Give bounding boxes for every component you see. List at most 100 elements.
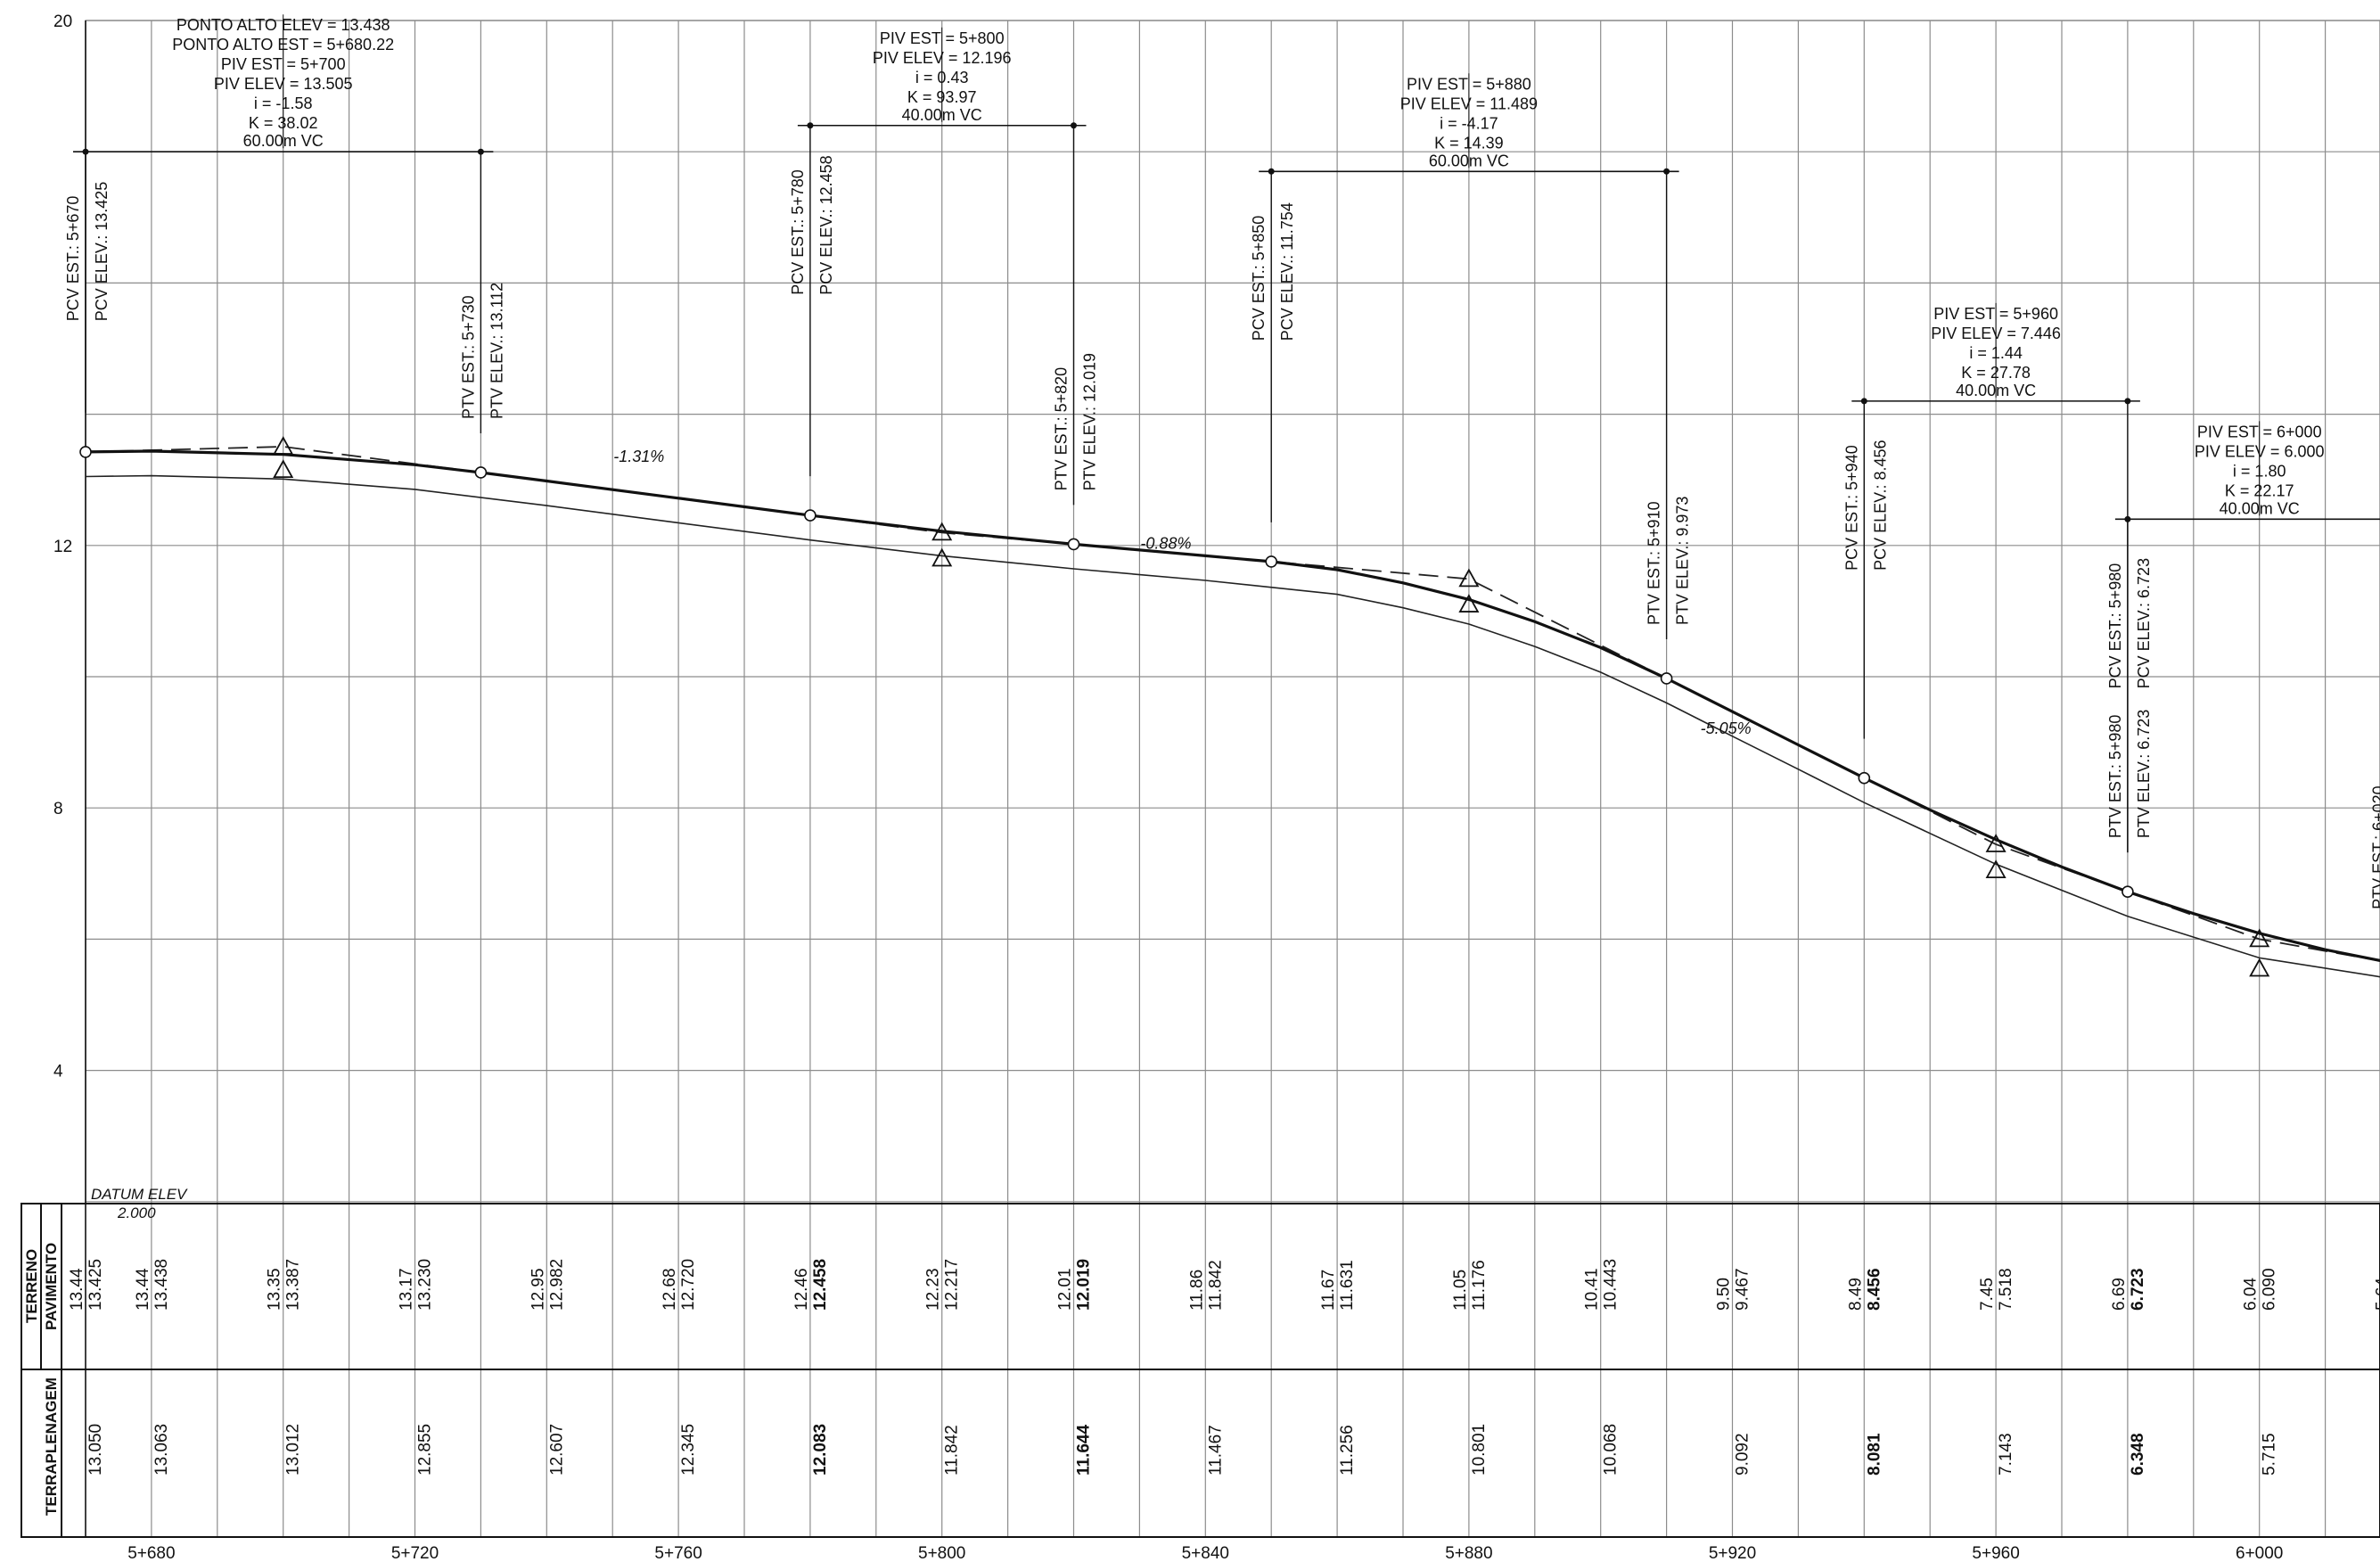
curve-parameter-text: PIV EST = 5+800 <box>880 29 1005 47</box>
pavement-profile-line <box>85 449 2380 963</box>
pcv-elevation-label: PCV ELEV.: 13.425 <box>93 182 111 321</box>
terreno-value: 9.50 <box>1715 1278 1734 1311</box>
piv-ground-marker <box>1985 859 2007 879</box>
curve-parameter-text: PIV ELEV = 6.000 <box>2195 442 2325 460</box>
pavimento-value: 11.176 <box>1470 1260 1489 1311</box>
station-tick-label: 5+760 <box>654 1544 702 1562</box>
terreno-value: 13.17 <box>398 1268 416 1311</box>
piv-marker <box>1985 834 2007 852</box>
piv-marker <box>2249 928 2270 948</box>
station-tick-label: 5+800 <box>918 1544 965 1562</box>
curve-parameter-text: PIV ELEV = 12.196 <box>873 49 1012 67</box>
terraplenagem-value: 10.801 <box>1470 1424 1489 1476</box>
pavimento-value: 7.518 <box>1997 1268 2015 1311</box>
station-tick-label: 5+960 <box>1972 1544 2019 1562</box>
pavimento-value: 12.458 <box>811 1259 830 1311</box>
curve-parameter-text: PIV EST = 5+880 <box>1407 75 1531 93</box>
terraplenagem-value: 7.143 <box>1997 1433 2015 1476</box>
piv-ground-marker <box>931 547 953 567</box>
ptv-elevation-label: PTV ELEV.: 6.723 <box>2135 710 2153 838</box>
vc-length-label: 40.00m VC <box>2220 499 2300 517</box>
curve-parameter-text: K = 38.02 <box>249 114 318 132</box>
curve-point-marker <box>79 446 92 458</box>
ptv-station-label: PTV EST.: 5+980 <box>2106 715 2124 839</box>
terreno-value: 8.49 <box>1846 1278 1865 1311</box>
terreno-value: 11.86 <box>1187 1270 1206 1311</box>
piv-marker <box>931 522 953 541</box>
pavimento-value: 6.723 <box>2129 1268 2147 1311</box>
row-label-terreno: TERRENO <box>23 1249 40 1323</box>
curve-point-marker <box>1265 555 1277 568</box>
pavimento-value: 13.438 <box>152 1259 171 1311</box>
curve-point-marker <box>2121 885 2134 898</box>
terraplenagem-value: 12.855 <box>416 1424 435 1476</box>
terraplenagem-value: 12.083 <box>811 1424 830 1476</box>
pavimento-value: 13.230 <box>416 1259 435 1311</box>
station-tick-label: 5+880 <box>1445 1544 1492 1562</box>
grade-percent-label: -0.88% <box>1140 535 1191 553</box>
curve-point-marker <box>1660 672 1673 685</box>
pcv-elevation-label: PCV ELEV.: 8.456 <box>1871 440 1889 570</box>
ptv-elevation-label: PTV ELEV.: 12.019 <box>1081 353 1099 490</box>
curve-parameter-text: PIV EST = 6+000 <box>2197 423 2322 440</box>
terreno-value: 13.44 <box>134 1268 152 1311</box>
terraplenagem-value: 13.012 <box>284 1424 303 1476</box>
vertical-curve-3: PIV EST = 5+880 PIV ELEV = 11.489 i = -4.1… <box>1250 73 1692 639</box>
curve-parameter-text: i = 0.43 <box>915 69 969 86</box>
piv-marker <box>1458 568 1480 588</box>
curve-point-marker <box>804 509 817 522</box>
curve-parameter-text: K = 14.39 <box>1434 134 1504 152</box>
row-label-terraplenagem: TERRAPLENAGEM <box>43 1377 60 1516</box>
terreno-value: 13.44 <box>68 1268 86 1311</box>
profile-lines <box>85 446 2380 978</box>
curve-parameter-text: i = 1.44 <box>1969 344 2023 362</box>
ptv-elevation-label: PTV ELEV.: 9.973 <box>1674 497 1692 625</box>
curve-parameter-text: PIV EST = 5+960 <box>1933 305 2058 323</box>
pcv-station-label: PCV EST.: 5+980 <box>2106 563 2124 689</box>
piv-ground-marker <box>2249 958 2270 977</box>
station-tick-label: 5+720 <box>391 1544 439 1562</box>
terreno-value: 12.95 <box>529 1268 547 1311</box>
elevation-tick-label: 8 <box>53 800 63 818</box>
curve-point-marker <box>1858 771 1871 785</box>
ptv-station-label: PTV EST.: 6+020 <box>2370 785 2380 909</box>
station-axis: 5+680 5+720 5+760 5+800 5+840 5+880 5+920 5+960… <box>127 1544 2283 1562</box>
terreno-value: 11.67 <box>1319 1270 1338 1311</box>
terraplenagem-value: 11.644 <box>1075 1425 1094 1476</box>
terraplenagem-value: 11.467 <box>1206 1425 1225 1476</box>
terraplenagem-value: 9.092 <box>1734 1433 1752 1476</box>
terreno-value: 6.04 <box>2242 1278 2261 1311</box>
station-tick-label: 5+680 <box>127 1544 175 1562</box>
terraplenagem-value: 12.345 <box>679 1424 698 1476</box>
pavimento-value: 10.443 <box>1602 1259 1621 1311</box>
vc-length-label: 60.00m VC <box>1429 152 1509 169</box>
terreno-value: 13.35 <box>266 1268 284 1311</box>
curve-parameter-text: K = 93.97 <box>907 88 977 106</box>
grade-percent-label: -1.31% <box>613 448 664 465</box>
curve-annotations: PONTO ALTO ELEV = 13.438 PONTO ALTO EST =… <box>64 14 2380 909</box>
curve-parameter-text: PIV ELEV = 13.505 <box>214 75 353 93</box>
vertical-curve-5: PIV EST = 6+000 PIV ELEV = 6.000 i = 1.80K… <box>2106 421 2380 909</box>
terraplenagem-value: 13.063 <box>152 1424 171 1476</box>
terreno-value: 12.23 <box>924 1268 943 1311</box>
piv-ground-marker <box>1458 594 1480 612</box>
grade-percent-label: -5.05% <box>1701 719 1752 737</box>
terraplenagem-value: 6.348 <box>2129 1433 2147 1476</box>
terreno-value: 12.46 <box>792 1268 811 1311</box>
elevation-tick-label: 4 <box>53 1063 63 1081</box>
profile-grid <box>85 20 2380 1537</box>
piv-marker <box>273 436 294 455</box>
terrain-line <box>85 474 2380 978</box>
pavimento-value: 12.982 <box>547 1259 566 1311</box>
profile-markers <box>79 436 2270 977</box>
pcv-elevation-label: PCV ELEV.: 6.723 <box>2135 558 2153 688</box>
curve-parameter-text: i = -4.17 <box>1440 114 1498 132</box>
pavimento-value: 11.631 <box>1338 1260 1357 1311</box>
terraplenagem-value: 5.715 <box>2261 1433 2279 1476</box>
ptv-station-label: PTV EST.: 5+820 <box>1053 367 1071 491</box>
pavimento-value: 13.387 <box>284 1259 303 1311</box>
piv-ground-marker <box>273 459 294 479</box>
ptv-station-label: PTV EST.: 5+730 <box>459 295 477 419</box>
grid-border <box>85 20 2380 1204</box>
